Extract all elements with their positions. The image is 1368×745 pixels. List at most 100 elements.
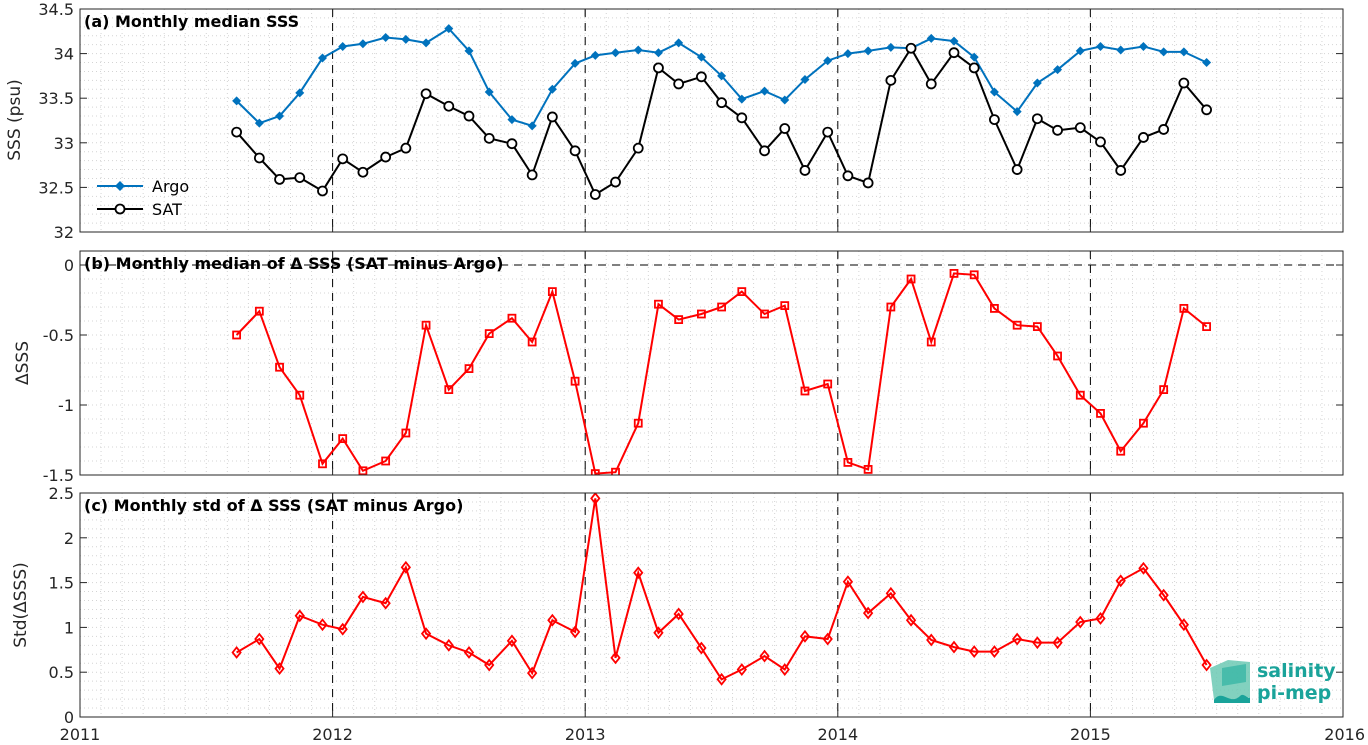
panel-c-grid	[79, 492, 1344, 718]
data-point	[989, 114, 1000, 126]
data-point	[317, 185, 328, 197]
data-point	[800, 74, 810, 84]
data-point	[925, 78, 937, 90]
data-point	[1159, 47, 1169, 57]
logo-panel-icon	[1222, 664, 1246, 686]
data-point	[232, 330, 242, 340]
data-point	[737, 287, 747, 297]
data-point	[400, 142, 412, 154]
data-point	[1202, 58, 1212, 68]
panel-c: 0 0.5 1 1.5 2 2.5 (c) Monthly std of Δ SSS (S…	[11, 484, 1365, 744]
data-point	[1052, 636, 1063, 650]
y-tick-label: 32.5	[38, 178, 74, 197]
data-point	[589, 189, 601, 200]
x-tick-label: 2011	[60, 725, 101, 744]
data-point	[1032, 78, 1042, 88]
data-point	[737, 94, 747, 104]
data-point	[863, 464, 873, 474]
data-point	[590, 469, 600, 475]
logo-line1: salinity	[1257, 660, 1336, 682]
data-point	[590, 50, 600, 60]
data-point	[610, 651, 621, 665]
data-point	[799, 629, 811, 643]
data-point	[380, 596, 391, 610]
data-point	[232, 96, 242, 106]
data-point	[231, 646, 242, 659]
data-point	[717, 71, 727, 81]
data-point	[800, 386, 810, 396]
data-point	[695, 71, 707, 83]
series-line-0	[235, 272, 1208, 475]
data-point	[1139, 418, 1148, 428]
data-point	[381, 456, 391, 466]
panel-b-year-lines	[332, 251, 1091, 475]
panel-b-y-ticks: -1.5 -1 -0.5 0	[43, 251, 1344, 485]
panel-a: 32 32.5 33 33.5 34 34.5 (a) Monthly median SS…	[5, 0, 1344, 242]
data-point	[254, 632, 265, 646]
panel-c-y-ticks: 0 0.5 1 1.5 2 2.5	[49, 484, 1344, 727]
data-point	[357, 166, 369, 178]
data-point	[1096, 408, 1105, 418]
y-tick-label: 0.5	[49, 663, 74, 682]
data-point	[696, 52, 706, 62]
data-point	[570, 376, 580, 386]
data-point	[317, 53, 327, 63]
data-point	[1138, 132, 1149, 143]
data-point	[463, 646, 475, 659]
data-point	[484, 329, 494, 339]
data-point	[1158, 124, 1170, 135]
y-tick-label: -1.5	[43, 466, 74, 485]
data-point	[507, 115, 517, 125]
data-point	[420, 627, 432, 641]
data-point	[231, 126, 243, 138]
data-point	[760, 86, 770, 96]
panel-c-year-lines	[332, 493, 1091, 717]
data-point	[823, 56, 833, 66]
x-tick-label: 2016	[1324, 725, 1365, 744]
data-point	[464, 364, 474, 374]
panel-a-y-ticks: 32 32.5 33 33.5 34 34.5	[38, 0, 1344, 242]
data-point	[547, 613, 558, 627]
panel-c-series	[231, 493, 1212, 686]
panel-b-frame	[79, 250, 1344, 476]
data-point	[780, 301, 790, 311]
y-tick-label: -1	[58, 396, 74, 415]
data-point	[1158, 588, 1169, 602]
data-point	[294, 609, 305, 623]
data-point	[863, 46, 873, 56]
data-point	[736, 663, 747, 676]
data-point	[653, 626, 664, 640]
data-point	[799, 165, 811, 176]
data-point	[674, 38, 684, 48]
data-point	[463, 110, 475, 122]
data-point	[546, 111, 558, 123]
data-point	[842, 170, 854, 182]
panel-a-year-lines	[332, 9, 1091, 232]
series-line-0	[236, 498, 1208, 681]
data-point	[885, 74, 897, 86]
data-point	[1096, 41, 1106, 51]
data-point	[547, 84, 557, 94]
y-tick-label: 33	[54, 134, 74, 153]
y-tick-label: 1	[64, 618, 74, 637]
data-point	[736, 112, 748, 124]
data-point	[633, 566, 644, 580]
data-point	[1116, 45, 1126, 55]
legend: Argo SAT	[97, 177, 189, 219]
data-point	[295, 88, 305, 98]
data-point	[633, 418, 643, 428]
panel-b-y-axis-label: ΔSSS	[13, 341, 33, 385]
data-point	[969, 645, 980, 659]
data-point	[1179, 303, 1189, 313]
data-point	[716, 97, 728, 109]
data-point	[358, 466, 368, 475]
panel-b-grid	[79, 250, 1344, 476]
data-point	[527, 666, 538, 680]
x-tick-label: 2012	[312, 725, 353, 744]
data-point	[949, 268, 959, 278]
data-point	[1053, 351, 1062, 361]
data-point	[1202, 322, 1211, 332]
panel-c-y-axis-label: Std(ΔSSS)	[11, 562, 31, 648]
legend-sat-marker	[114, 203, 126, 215]
data-point	[357, 590, 369, 604]
